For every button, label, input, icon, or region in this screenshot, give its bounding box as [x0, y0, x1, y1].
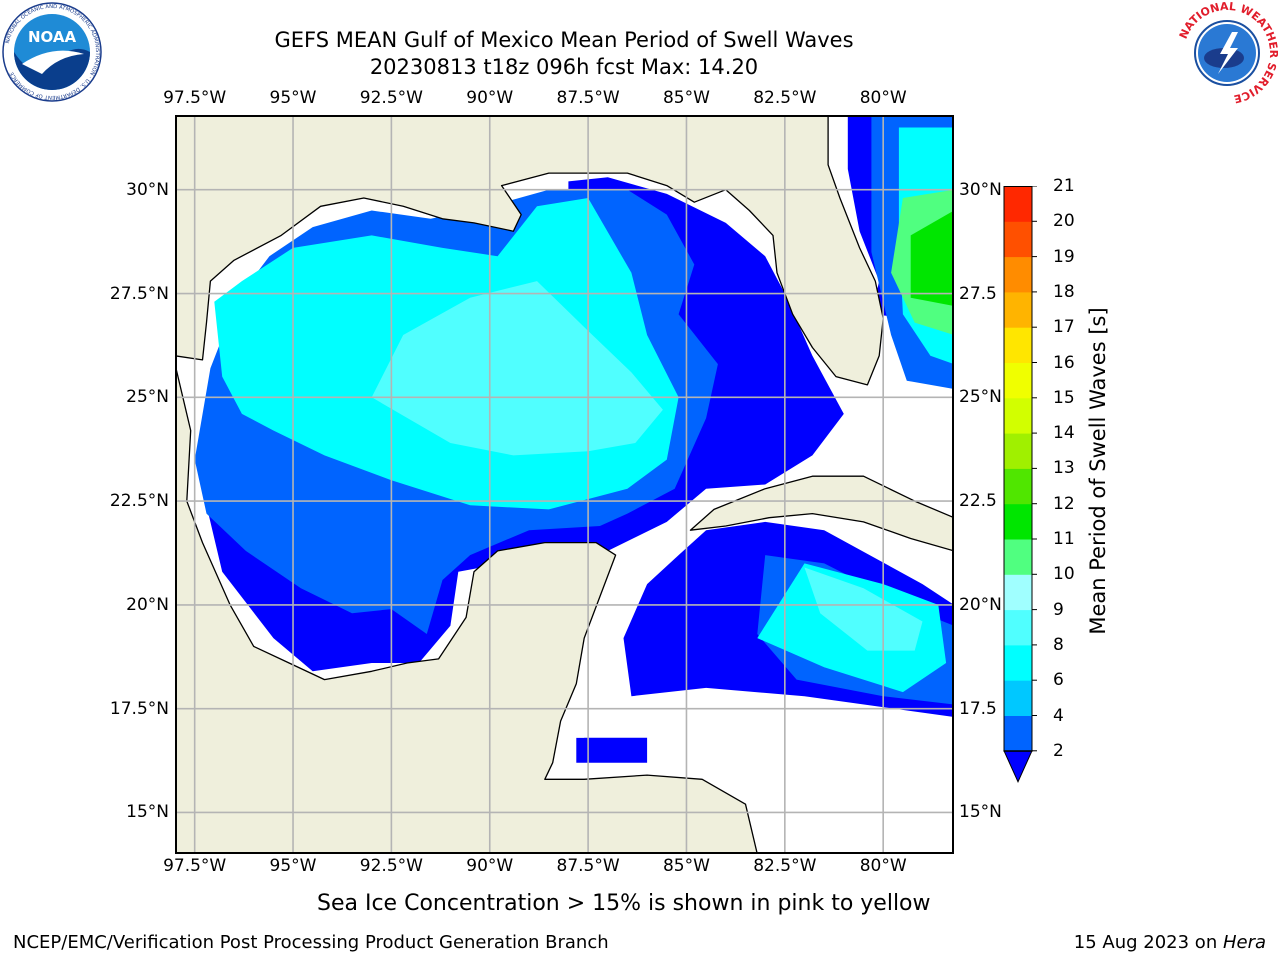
swell-period-region-13: [910, 210, 954, 306]
y-tick-right-4: 20°N: [959, 594, 1002, 615]
colorbar-extend-min: [1003, 750, 1033, 784]
y-tick-right-1: 27.5: [959, 283, 997, 304]
colorbar-segment-15: [1004, 186, 1032, 222]
colorbar-tick-7: 12: [1053, 493, 1075, 514]
colorbar-tick-6: 11: [1053, 529, 1075, 549]
x-tick-top-4: 87.5°W: [556, 88, 620, 108]
colorbar-tick-15: 20: [1053, 211, 1075, 232]
x-tick-bottom-1: 95°W: [269, 856, 317, 876]
x-tick-top-7: 80°W: [859, 88, 907, 108]
footer-host: Hera: [1222, 932, 1266, 953]
lightning-icon: [1218, 32, 1238, 74]
x-tick-bottom-0: 97.5°W: [163, 856, 227, 876]
colorbar-segment-2: [1004, 644, 1032, 681]
x-tick-top-1: 95°W: [269, 88, 317, 108]
x-tick-top-6: 82.5°W: [753, 88, 817, 108]
colorbar-segment-14: [1004, 221, 1032, 258]
x-tick-bottom-3: 90°W: [466, 856, 514, 876]
colorbar-tick-4: 9: [1053, 599, 1064, 620]
y-tick-right-6: 15°N: [959, 802, 1002, 823]
y-tick-right-3: 22.5: [959, 491, 997, 512]
x-tick-bottom-7: 80°W: [859, 856, 907, 876]
y-tick-left-3: 22.5°N: [109, 491, 169, 512]
x-tick-top-5: 85°W: [662, 88, 710, 108]
y-tick-left-4: 20°N: [126, 594, 169, 615]
y-tick-left-2: 25°N: [126, 387, 169, 408]
x-tick-top-3: 90°W: [466, 88, 514, 108]
swell-period-region-3: [576, 737, 648, 763]
colorbar-segment-8: [1004, 433, 1032, 469]
colorbar: [1003, 186, 1037, 784]
colorbar-tick-2: 6: [1053, 670, 1064, 691]
nws-logo: NATIONAL WEATHER SERVICE: [1177, 2, 1278, 104]
colorbar-tick-5: 10: [1053, 564, 1075, 585]
colorbar-tick-1: 4: [1053, 705, 1064, 726]
colorbar-segment-4: [1004, 574, 1032, 611]
colorbar-segment-12: [1004, 291, 1032, 328]
sea-ice-caption: Sea Ice Concentration > 15% is shown in …: [317, 891, 931, 916]
noaa-logo: NATIONAL OCEANIC AND ATMOSPHERIC ADMINIS…: [2, 2, 102, 102]
colorbar-tick-16: 21: [1053, 176, 1075, 196]
colorbar-tick-3: 8: [1053, 634, 1064, 655]
y-tick-left-5: 17.5°N: [109, 698, 169, 719]
colorbar-tick-12: 17: [1053, 317, 1075, 338]
chart-subtitle: 20230813 t18z 096h fcst Max: 14.20: [369, 55, 759, 79]
colorbar-tick-9: 14: [1053, 423, 1075, 444]
x-tick-top-2: 92.5°W: [359, 88, 423, 108]
y-tick-right-5: 17.5: [959, 698, 997, 719]
noaa-logo-text: NOAA: [28, 28, 77, 46]
y-tick-right-2: 25°N: [959, 387, 1002, 408]
colorbar-segment-7: [1004, 468, 1032, 505]
swell-period-region-11: [804, 567, 923, 651]
y-tick-left-0: 30°N: [126, 179, 169, 200]
footer-date: 15 Aug 2023 on Hera: [1074, 932, 1266, 953]
colorbar-segment-5: [1004, 539, 1032, 575]
colorbar-tick-0: 2: [1053, 740, 1064, 761]
colorbar-tick-14: 19: [1053, 246, 1075, 267]
map-plot: [175, 115, 954, 854]
footer-credit: NCEP/EMC/Verification Post Processing Pr…: [13, 932, 609, 953]
colorbar-segment-1: [1004, 680, 1032, 716]
colorbar-segment-9: [1004, 397, 1032, 434]
colorbar-tick-8: 13: [1053, 458, 1075, 479]
land-mexico-south: [175, 363, 758, 854]
x-tick-bottom-5: 85°W: [662, 856, 710, 876]
swell-period-region-10: [371, 281, 663, 456]
land-cuba: [689, 475, 954, 552]
x-tick-bottom-6: 82.5°W: [753, 856, 817, 876]
y-tick-left-6: 15°N: [126, 802, 169, 823]
no-data-bahamas-cays: [828, 426, 892, 468]
x-tick-bottom-4: 87.5°W: [556, 856, 620, 876]
colorbar-tick-13: 18: [1053, 281, 1075, 302]
y-tick-left-1: 27.5°N: [109, 283, 169, 304]
chart-title: GEFS MEAN Gulf of Mexico Mean Period of …: [274, 28, 854, 52]
colorbar-segment-11: [1004, 327, 1032, 363]
no-data-belize-shelf: [560, 704, 585, 738]
colorbar-tick-11: 16: [1053, 352, 1075, 373]
x-tick-top-0: 97.5°W: [163, 88, 227, 108]
map-frame: [175, 115, 954, 854]
colorbar-tick-10: 15: [1053, 387, 1075, 408]
colorbar-segment-3: [1004, 609, 1032, 646]
x-tick-bottom-2: 92.5°W: [359, 856, 423, 876]
y-tick-right-0: 30°N: [959, 179, 1002, 200]
footer-date-text: 15 Aug 2023 on: [1073, 932, 1223, 953]
colorbar-segment-6: [1004, 503, 1032, 540]
colorbar-segment-13: [1004, 256, 1032, 293]
colorbar-label: Mean Period of Swell Waves [s]: [1086, 307, 1110, 635]
colorbar-segment-10: [1004, 362, 1032, 399]
colorbar-segment-0: [1004, 715, 1032, 752]
